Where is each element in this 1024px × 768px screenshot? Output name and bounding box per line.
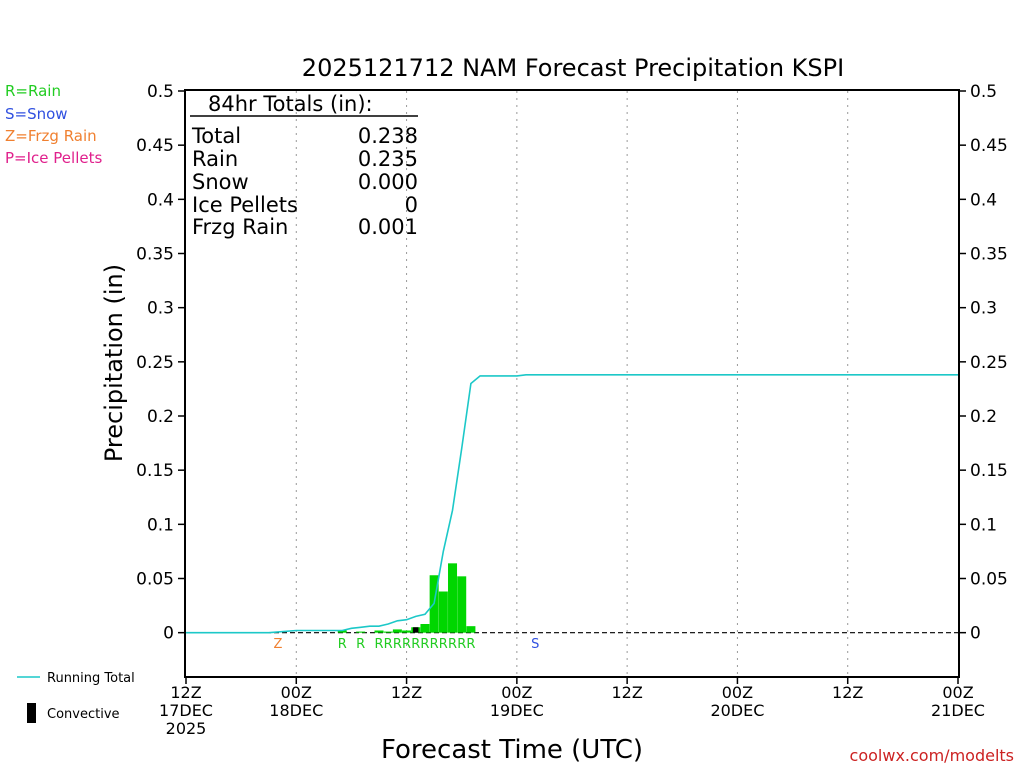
y-tick-label-left: 0.25 bbox=[136, 353, 174, 373]
y-tick-label-left: 0.35 bbox=[136, 245, 174, 265]
x-tick-label: 17DEC bbox=[159, 701, 213, 720]
grid-lines bbox=[186, 91, 958, 676]
y-tick-label-right: 0.15 bbox=[970, 461, 1008, 481]
y-tick-label-right: 0.4 bbox=[970, 190, 997, 210]
precip-bar bbox=[356, 631, 366, 633]
precip-bar bbox=[448, 563, 458, 633]
ptype-marker: R bbox=[393, 637, 402, 652]
x-tick-label: 18DEC bbox=[269, 701, 323, 720]
ptype-marker: S bbox=[531, 637, 539, 652]
legend-frzg-rain: Z=Frzg Rain bbox=[5, 127, 97, 145]
totals-label-total: Total bbox=[191, 124, 241, 148]
y-tick-label-left: 0.45 bbox=[136, 136, 174, 156]
totals-value-rain: 0.235 bbox=[358, 147, 418, 171]
y-tick-label-left: 0.2 bbox=[147, 407, 174, 427]
ptype-marker: R bbox=[411, 637, 420, 652]
y-tick-label-left: 0.5 bbox=[147, 82, 174, 102]
ptype-marker: Z bbox=[273, 637, 282, 652]
y-tick-label-left: 0.1 bbox=[147, 515, 174, 535]
x-tick-label: 00Z bbox=[501, 683, 532, 702]
chart-title: 2025121712 NAM Forecast Precipitation KS… bbox=[302, 54, 844, 82]
running-total-line bbox=[186, 374, 958, 634]
y-tick-label-right: 0.1 bbox=[970, 515, 997, 535]
x-tick-label: 00Z bbox=[281, 683, 312, 702]
y-tick-label-right: 0 bbox=[970, 624, 981, 644]
y-tick-label-right: 0.5 bbox=[970, 82, 997, 102]
x-tick-label: 19DEC bbox=[490, 701, 544, 720]
y-tick-label-right: 0.2 bbox=[970, 407, 997, 427]
y-tick-label-left: 0.15 bbox=[136, 461, 174, 481]
totals-label-snow: Snow bbox=[192, 170, 249, 194]
ptype-marker: R bbox=[457, 637, 466, 652]
precip-bar bbox=[420, 624, 430, 633]
precip-bars bbox=[337, 563, 476, 633]
totals-label-rain: Rain bbox=[192, 147, 238, 171]
y-axis-label: Precipitation (in) bbox=[100, 264, 128, 462]
x-tick-label: 00Z bbox=[722, 683, 753, 702]
totals-value-ice-pellets: 0 bbox=[405, 193, 418, 217]
x-tick-label: 12Z bbox=[832, 683, 863, 702]
totals-label-frzg-rain: Frzg Rain bbox=[192, 215, 288, 239]
ptype-marker: R bbox=[356, 637, 365, 652]
legend-running-total-label: Running Total bbox=[47, 671, 135, 686]
precip-bar bbox=[457, 576, 467, 633]
x-tick-label: 2025 bbox=[166, 719, 207, 738]
legend-snow: S=Snow bbox=[5, 105, 68, 123]
running-total-series bbox=[186, 374, 958, 634]
x-axis-label: Forecast Time (UTC) bbox=[381, 735, 643, 765]
y-tick-label-right: 0.3 bbox=[970, 299, 997, 319]
precip-bar bbox=[466, 626, 476, 633]
y-tick-label-right: 0.45 bbox=[970, 136, 1008, 156]
legend-rain: R=Rain bbox=[5, 82, 61, 100]
legend-ice-pellets: P=Ice Pellets bbox=[5, 149, 102, 167]
x-tick-label: 12Z bbox=[391, 683, 422, 702]
totals-heading: 84hr Totals (in): bbox=[208, 92, 373, 116]
y-axis-ticks: 0 0 0.05 0.05 0.1 0.1 0.15 0.15 0.2 0.2 0.25 0.25 0.… bbox=[136, 82, 1008, 644]
precip-bar bbox=[392, 629, 402, 633]
credit-text: coolwx.com/modelts bbox=[850, 746, 1014, 765]
precip-bar bbox=[374, 630, 384, 633]
ptype-marker: R bbox=[384, 637, 393, 652]
ptype-marker: R bbox=[466, 637, 475, 652]
x-tick-label: 12Z bbox=[170, 683, 201, 702]
legend-convective-swatch bbox=[27, 703, 36, 723]
legend-convective-label: Convective bbox=[47, 707, 120, 722]
ptype-marker: R bbox=[430, 637, 439, 652]
totals-label-ice-pellets: Ice Pellets bbox=[192, 193, 298, 217]
ptype-marker: R bbox=[374, 637, 383, 652]
totals-box: 84hr Totals (in): Total 0.238 Rain 0.235… bbox=[190, 92, 418, 239]
y-tick-label-left: 0.4 bbox=[147, 190, 174, 210]
x-tick-label: 12Z bbox=[611, 683, 642, 702]
ptype-legend: R=Rain S=Snow Z=Frzg Rain P=Ice Pellets bbox=[5, 82, 102, 167]
convective-bar bbox=[413, 627, 419, 633]
y-tick-label-right: 0.25 bbox=[970, 353, 1008, 373]
plot-frame bbox=[184, 89, 960, 678]
series-legend: Running Total Convective bbox=[17, 671, 135, 723]
totals-value-frzg-rain: 0.001 bbox=[358, 215, 418, 239]
x-tick-label: 00Z bbox=[942, 683, 973, 702]
ptype-marker: R bbox=[402, 637, 411, 652]
precip-bar bbox=[438, 591, 448, 633]
totals-value-total: 0.238 bbox=[358, 124, 418, 148]
precip-bar bbox=[402, 630, 412, 633]
y-tick-label-right: 0.05 bbox=[970, 570, 1008, 590]
x-tick-label: 21DEC bbox=[931, 701, 985, 720]
ptype-marker: R bbox=[420, 637, 429, 652]
y-tick-label-right: 0.35 bbox=[970, 245, 1008, 265]
precip-bar bbox=[383, 631, 393, 633]
ptype-marker: R bbox=[448, 637, 457, 652]
totals-value-snow: 0.000 bbox=[358, 170, 418, 194]
x-tick-label: 20DEC bbox=[710, 701, 764, 720]
y-tick-label-left: 0 bbox=[163, 624, 174, 644]
y-tick-label-left: 0.05 bbox=[136, 570, 174, 590]
ptype-marker: R bbox=[338, 637, 347, 652]
ptype-marker: R bbox=[439, 637, 448, 652]
y-tick-label-left: 0.3 bbox=[147, 299, 174, 319]
precip-bar bbox=[337, 630, 347, 633]
